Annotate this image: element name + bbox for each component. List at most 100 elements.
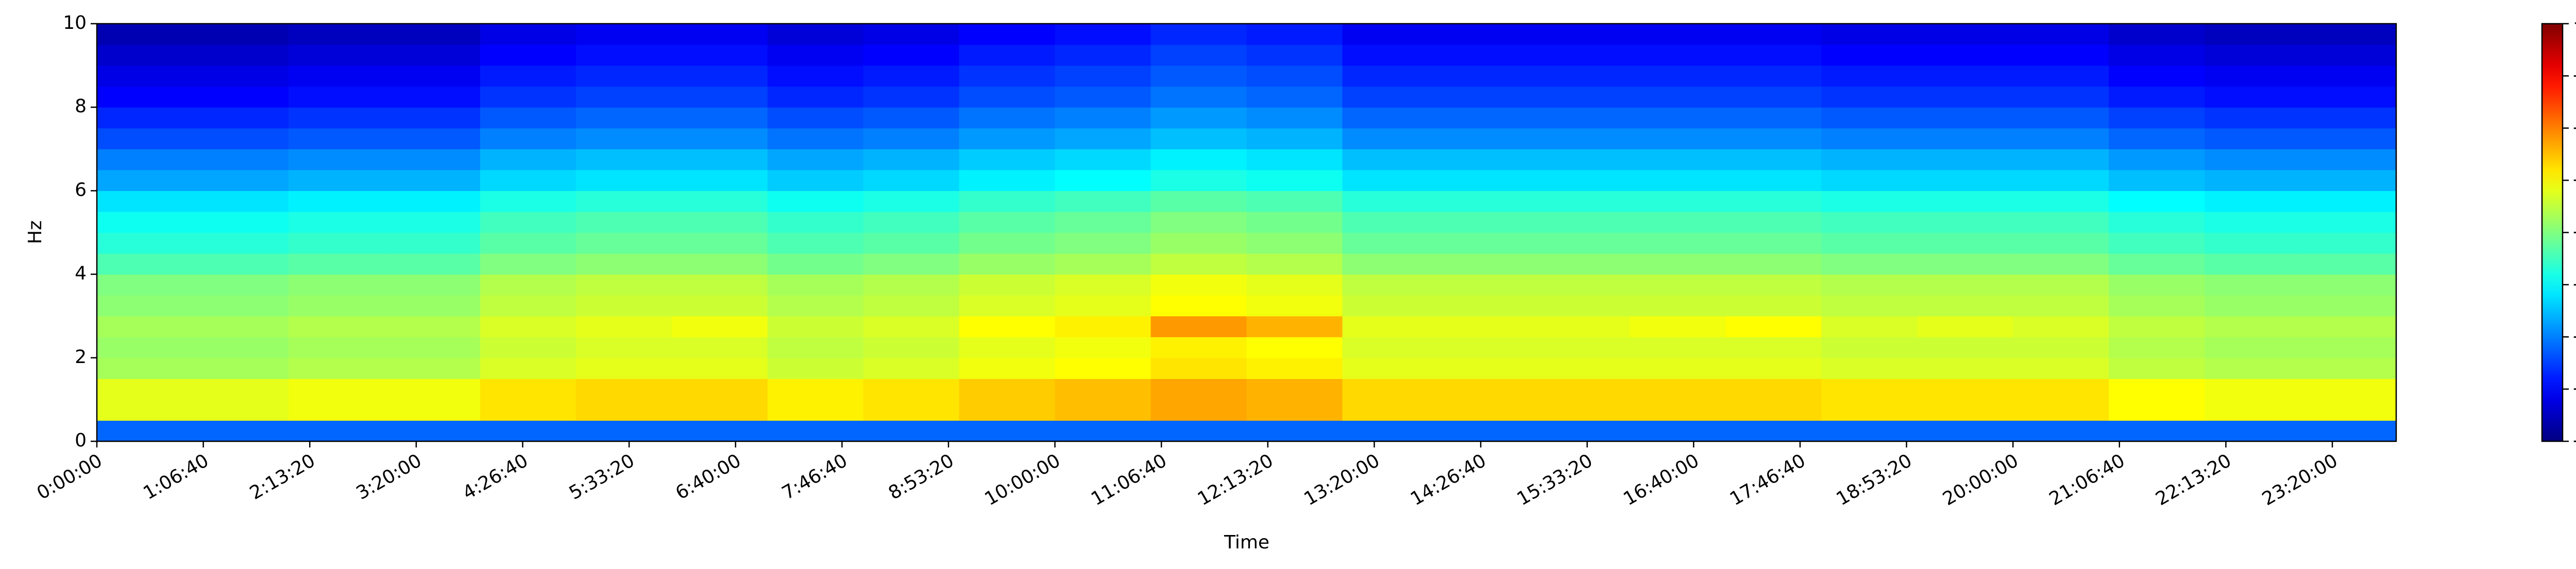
heatmap-cell — [1917, 253, 2013, 275]
heatmap-cell — [1438, 378, 1534, 400]
heatmap-cell — [288, 44, 385, 66]
heatmap-cell — [2013, 149, 2109, 170]
heatmap-cell — [2300, 128, 2397, 149]
x-tick-label: 16:40:00 — [1620, 450, 1703, 510]
heatmap-cell — [671, 86, 768, 108]
heatmap-cell — [1150, 357, 1247, 379]
heatmap-cell — [288, 107, 385, 129]
heatmap-cell — [1821, 128, 1918, 149]
heatmap-cell — [1917, 378, 2013, 400]
heatmap-cell — [1630, 169, 1726, 191]
heatmap-cell — [671, 149, 768, 170]
heatmap-cell — [863, 357, 960, 379]
heatmap-cell — [384, 337, 481, 358]
heatmap-cell — [767, 191, 864, 212]
heatmap-cell — [480, 399, 577, 421]
heatmap-cell — [671, 316, 768, 337]
heatmap-cell — [480, 24, 577, 45]
heatmap-cell — [1342, 253, 1439, 275]
heatmap-cell — [480, 107, 577, 129]
heatmap-cell — [1055, 357, 1151, 379]
heatmap-cell — [1246, 44, 1343, 66]
heatmap-cell — [1438, 65, 1534, 87]
y-tick-label: 0 — [75, 430, 87, 451]
heatmap-cell — [959, 253, 1056, 275]
heatmap-cell — [192, 316, 289, 337]
heatmap-cell — [1821, 337, 1918, 358]
heatmap-cell — [97, 274, 193, 296]
heatmap-cell — [192, 191, 289, 212]
heatmap-cell — [2109, 107, 2205, 129]
heatmap-cell — [288, 169, 385, 191]
x-tick-label: 7:46:40 — [778, 450, 851, 504]
heatmap-cell — [1725, 316, 1822, 337]
heatmap-cell — [1055, 295, 1151, 317]
heatmap-cell — [2013, 128, 2109, 149]
x-tick-label: 11:06:40 — [1088, 450, 1171, 510]
heatmap-cell — [2300, 65, 2397, 87]
heatmap-cell — [2300, 357, 2397, 379]
heatmap-cell — [1917, 169, 2013, 191]
heatmap-cell — [767, 86, 864, 108]
heatmap-cell — [2109, 316, 2205, 337]
heatmap-cell — [288, 399, 385, 421]
heatmap-cell — [1630, 44, 1726, 66]
heatmap-cell — [1055, 86, 1151, 108]
colorbar-tick-label: -50 dB — [2573, 273, 2576, 295]
colorbar-tick-label: -20 dB — [2573, 117, 2576, 138]
y-axis-label: Hz — [25, 220, 46, 244]
x-tick-label: 17:46:40 — [1726, 450, 1809, 510]
heatmap-cell — [1342, 44, 1439, 66]
heatmap-cell — [767, 274, 864, 296]
heatmap-cell — [1821, 24, 1918, 45]
heatmap-cell — [2109, 357, 2205, 379]
heatmap-cell — [1342, 232, 1439, 254]
heatmap-cell — [1821, 107, 1918, 129]
heatmap-cell — [1725, 357, 1822, 379]
heatmap-cell — [2300, 337, 2397, 358]
heatmap-cell — [288, 316, 385, 337]
heatmap-cell — [1342, 378, 1439, 400]
heatmap-cell — [1438, 420, 1534, 442]
heatmap-cell — [767, 44, 864, 66]
heatmap-cell — [1917, 357, 2013, 379]
heatmap-cell — [863, 107, 960, 129]
heatmap-cell — [2205, 107, 2301, 129]
heatmap-cell — [2205, 399, 2301, 421]
heatmap-cell — [1246, 169, 1343, 191]
heatmap-cell — [575, 211, 672, 233]
heatmap-cell — [671, 107, 768, 129]
heatmap-cell — [575, 399, 672, 421]
heatmap-cell — [1150, 253, 1247, 275]
heatmap-cell — [575, 295, 672, 317]
heatmap-cell — [1630, 399, 1726, 421]
heatmap-cell — [959, 274, 1056, 296]
heatmap-cell — [1438, 399, 1534, 421]
heatmap-cell — [2300, 399, 2397, 421]
heatmap-cell — [1821, 420, 1918, 442]
heatmap-cell — [1438, 316, 1534, 337]
heatmap-cell — [1821, 295, 1918, 317]
heatmap-cell — [959, 24, 1056, 45]
heatmap-cell — [1725, 65, 1822, 87]
heatmap-cell — [959, 316, 1056, 337]
x-tick-label: 15:33:20 — [1514, 450, 1597, 510]
heatmap-cell — [1725, 337, 1822, 358]
heatmap-cell — [1055, 169, 1151, 191]
heatmap-cell — [863, 211, 960, 233]
heatmap-cell — [480, 232, 577, 254]
heatmap-cell — [480, 316, 577, 337]
heatmap-cell — [863, 295, 960, 317]
heatmap-cell — [2300, 24, 2397, 45]
heatmap-cell — [671, 420, 768, 442]
heatmap-cell — [575, 191, 672, 212]
heatmap-cell — [2205, 357, 2301, 379]
heatmap-cell — [671, 232, 768, 254]
heatmap-cell — [1150, 378, 1247, 400]
heatmap-cell — [1534, 274, 1630, 296]
heatmap-cell — [480, 169, 577, 191]
heatmap-cell — [480, 357, 577, 379]
heatmap-cell — [2300, 274, 2397, 296]
heatmap-cell — [1246, 232, 1343, 254]
heatmap-cell — [2013, 357, 2109, 379]
